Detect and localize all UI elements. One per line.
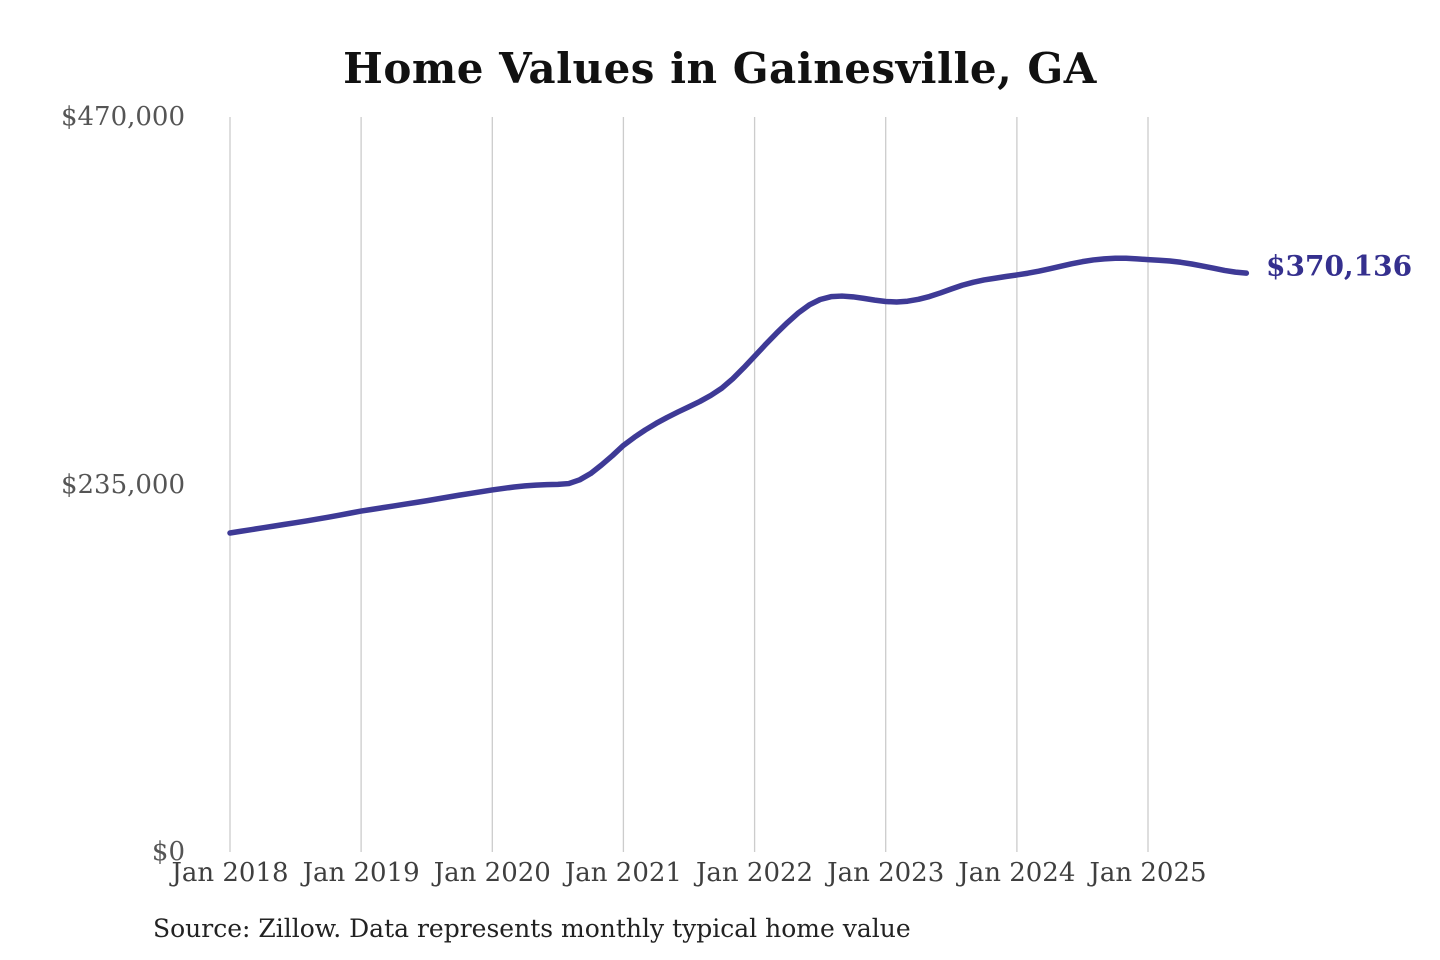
latest-value-label: $370,136 xyxy=(1266,249,1413,283)
x-tick-label: Jan 2023 xyxy=(827,858,945,888)
x-tick-label: Jan 2025 xyxy=(1089,858,1207,888)
chart-title: Home Values in Gainesville, GA xyxy=(343,44,1097,93)
x-tick-label: Jan 2022 xyxy=(696,858,814,888)
x-tick-label: Jan 2019 xyxy=(302,858,420,888)
x-tick-label: Jan 2024 xyxy=(958,858,1076,888)
y-tick-label: $235,000 xyxy=(60,469,185,500)
home-value-line xyxy=(227,255,1250,536)
x-tick-label: Jan 2020 xyxy=(433,858,551,888)
x-tick-label: Jan 2021 xyxy=(564,858,682,888)
vertical-gridlines xyxy=(229,117,1149,852)
y-tick-label: $470,000 xyxy=(60,102,185,132)
y-tick-label: $0 xyxy=(151,837,185,867)
source-note: Source: Zillow. Data represents monthly … xyxy=(153,914,911,943)
x-tick-label: Jan 2018 xyxy=(171,858,289,888)
